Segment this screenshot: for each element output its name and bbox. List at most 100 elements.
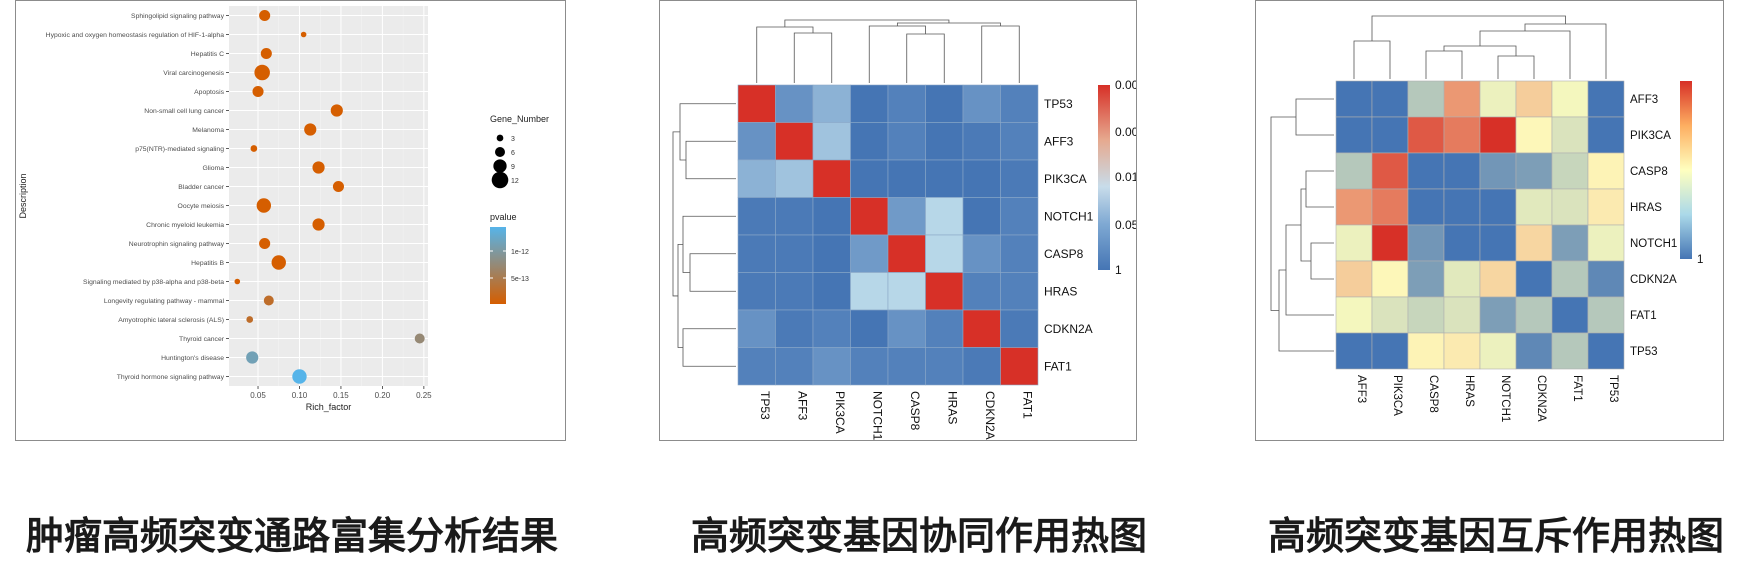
column-dendrogram-branch	[1497, 55, 1535, 79]
enrichment-point	[263, 295, 274, 306]
heatmap-cell	[850, 197, 889, 236]
heatmap-cell	[1407, 188, 1445, 226]
pathway-label: Thyroid cancer	[179, 336, 225, 343]
heatmap-cell	[1335, 296, 1373, 334]
column-dendrogram-branch	[981, 25, 1020, 83]
enrichment-point	[256, 198, 272, 213]
column-label: AFF3	[795, 391, 809, 421]
heatmap-cell	[812, 347, 851, 386]
row-label: TP53	[1044, 97, 1073, 111]
heatmap-cell	[1335, 80, 1373, 118]
heatmap-cell	[1371, 332, 1409, 370]
enrichment-point	[259, 9, 271, 22]
heatmap-cell	[1515, 224, 1553, 262]
row-label: FAT1	[1044, 359, 1072, 373]
pathway-label: Apoptosis	[194, 89, 224, 96]
enrichment-point	[252, 85, 264, 98]
heatmap-cell	[1371, 80, 1409, 118]
heatmap-cell	[1551, 260, 1589, 298]
row-dendrogram-branch	[1285, 224, 1334, 316]
heatmap-cell	[850, 84, 889, 123]
heatmap-cell	[1479, 296, 1517, 334]
legend-color-bar	[1680, 81, 1692, 259]
x-tick-label: 0.05	[250, 391, 266, 400]
pathway-label: p75(NTR)-mediated signaling	[135, 146, 224, 153]
heatmap-cell	[925, 234, 964, 273]
column-label: NOTCH1	[870, 391, 884, 440]
heatmap-cell	[775, 197, 814, 236]
heatmap-cell	[887, 309, 926, 348]
pathway-label: Glioma	[202, 165, 224, 172]
row-label: NOTCH1	[1044, 209, 1094, 223]
row-dendrogram-branch	[1278, 269, 1334, 352]
exclusivity-heatmap: AFF3 PIK3CA CASP8 HRAS NOTCH1 CDKN2A FAT1 TP53 A…	[1270, 15, 1703, 422]
row-label: CASP8	[1630, 166, 1668, 178]
heatmap-cell	[1000, 159, 1039, 198]
heatmap-cell	[850, 309, 889, 348]
heatmap-cell	[925, 159, 964, 198]
pathway-label: Hepatitis C	[191, 51, 224, 58]
heatmap-cell	[812, 309, 851, 348]
heatmap-cell	[962, 347, 1001, 386]
column-label: PIK3CA	[833, 391, 847, 434]
column-dendrogram-branch	[1425, 50, 1463, 79]
heatmap-cell	[1587, 116, 1625, 154]
exclusivity-caption: 高频突变基因互斥作用热图	[1268, 514, 1725, 558]
heatmap-cell	[1587, 296, 1625, 334]
heatmap-cell	[1000, 234, 1039, 273]
heatmap-cell	[887, 234, 926, 273]
heatmap-cell	[1407, 224, 1445, 262]
pathway-label: Non-small cell lung cancer	[144, 108, 224, 115]
heatmap-cell	[925, 197, 964, 236]
pathway-label: Thyroid hormone signaling pathway	[117, 374, 225, 381]
x-tick-label: 0.15	[333, 391, 349, 400]
heatmap-cell	[1371, 224, 1409, 262]
pathway-label: Longevity regulating pathway - mammal	[104, 298, 225, 305]
heatmap-cell	[1551, 224, 1589, 262]
enrichment-point	[246, 316, 254, 323]
size-legend-title: Gene_Number	[490, 114, 549, 124]
heatmap-cell	[1587, 260, 1625, 298]
heatmap-cell	[1479, 260, 1517, 298]
heatmap-cell	[1515, 332, 1553, 370]
legend-label: 0.001	[1115, 125, 1136, 139]
heatmap-cell	[1407, 332, 1445, 370]
enrichment-point	[330, 104, 343, 117]
heatmap-cell	[1000, 347, 1039, 386]
pathway-label: Viral carcinogenesis	[163, 70, 224, 77]
pathway-label: Hepatitis B	[191, 260, 224, 267]
pathway-label: Chronic myeloid leukemia	[146, 222, 224, 229]
heatmap-cell	[1551, 332, 1589, 370]
heatmap-cell	[850, 159, 889, 198]
enrichment-point	[292, 369, 307, 384]
legend-label: 0.01	[1115, 170, 1136, 184]
row-label: PIK3CA	[1630, 130, 1671, 142]
enrichment-point	[259, 237, 271, 250]
column-label: AFF3	[1355, 375, 1367, 403]
heatmap-cell	[812, 272, 851, 311]
pathway-label: Neurotrophin signaling pathway	[129, 241, 225, 248]
heatmap-cell	[1479, 188, 1517, 226]
x-tick-label: 0.25	[416, 391, 432, 400]
x-tick-label: 0.20	[375, 391, 391, 400]
column-label: FAT1	[1571, 375, 1583, 402]
row-label: AFF3	[1630, 94, 1658, 106]
column-dendrogram-branch	[756, 26, 814, 83]
heatmap-cell	[737, 84, 776, 123]
heatmap-cell	[775, 234, 814, 273]
heatmap-cell	[775, 159, 814, 198]
heatmap-cell	[925, 272, 964, 311]
heatmap-cell	[1515, 188, 1553, 226]
enrichment-point	[332, 180, 345, 193]
legend-label: 0.0001	[1115, 78, 1136, 92]
row-label: CDKN2A	[1630, 274, 1677, 286]
color-legend-label: 5e-13	[511, 276, 529, 283]
heatmap-cell	[1515, 152, 1553, 190]
color-legend-bar	[490, 227, 506, 304]
row-label: AFF3	[1044, 134, 1074, 148]
heatmap-cell	[962, 197, 1001, 236]
size-legend-dot	[495, 147, 505, 157]
enrichment-point	[260, 47, 272, 60]
heatmap-cell	[1479, 80, 1517, 118]
heatmap-cell	[737, 234, 776, 273]
